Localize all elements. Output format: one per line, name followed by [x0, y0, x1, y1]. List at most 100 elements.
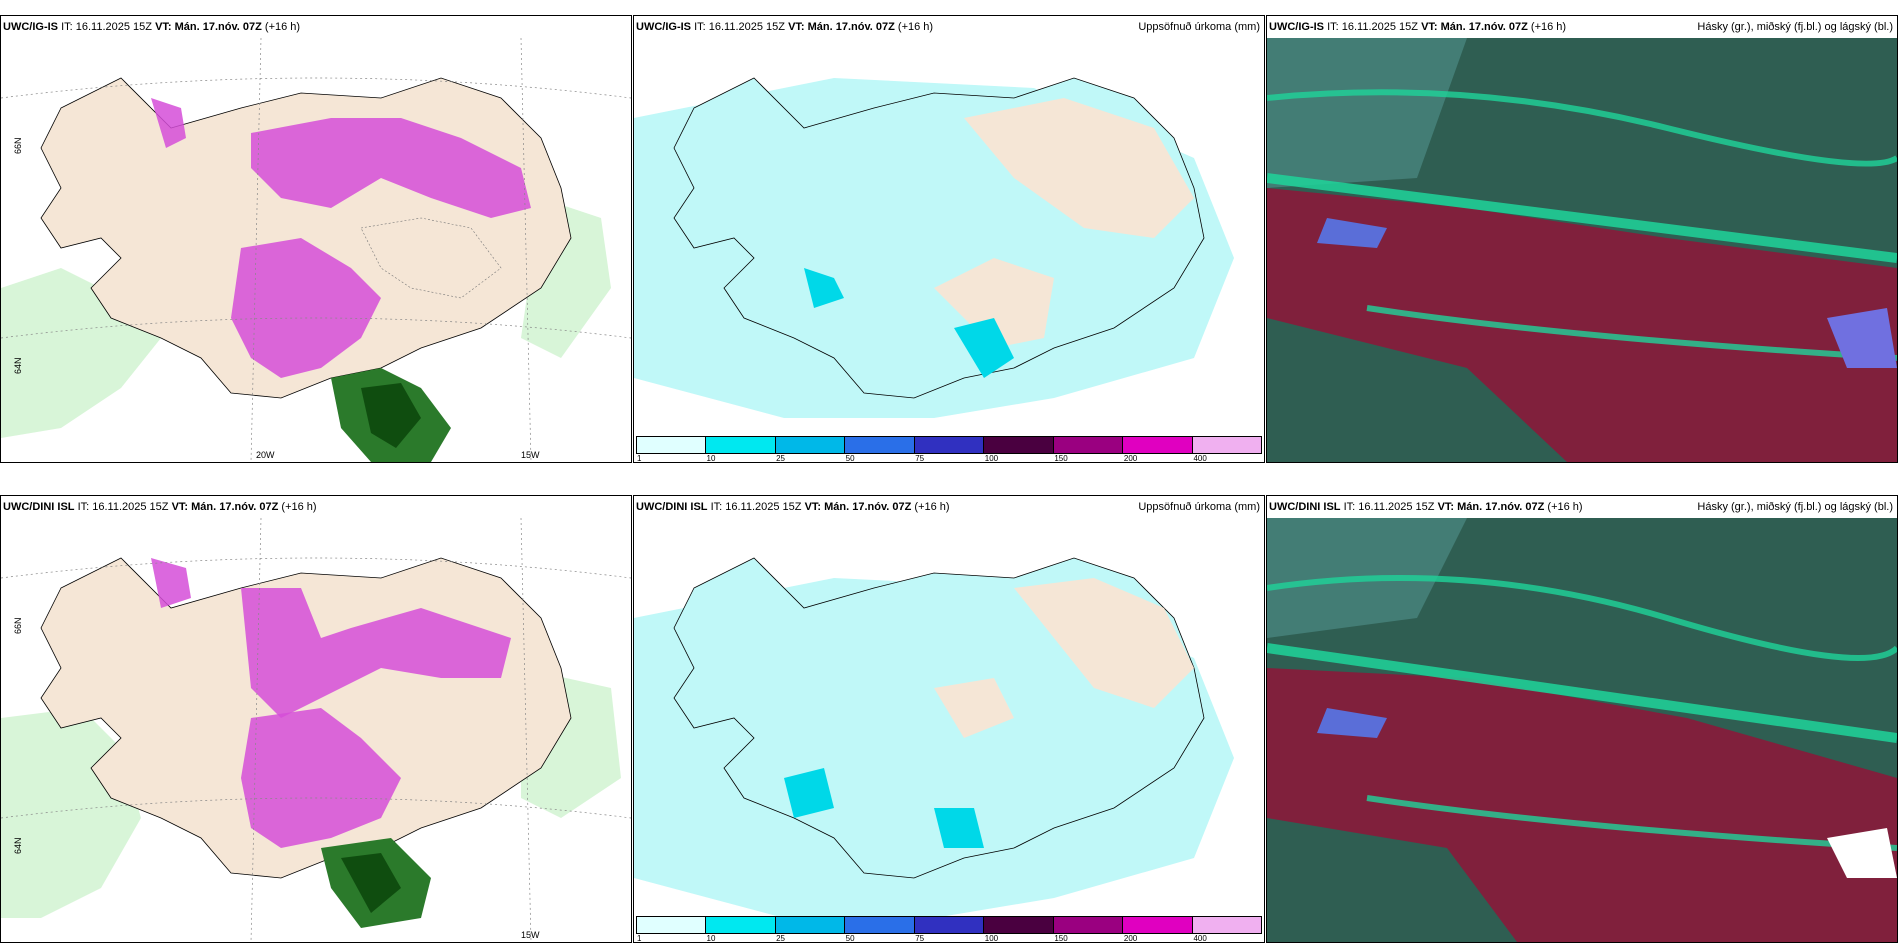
vt-value: Mán. 17.nóv. 07Z	[807, 21, 895, 33]
panel-precip-top: UWC/IG-IS IT: 16.11.2025 15Z VT: Mán. 17…	[633, 15, 1265, 463]
colorbar-tick-label: 10	[706, 934, 716, 943]
precip-colorbar	[636, 436, 1262, 454]
model-name: UWC/IG-IS	[3, 21, 58, 33]
panel-header: UWC/DINI ISL IT: 16.11.2025 15Z VT: Mán.…	[1267, 496, 1897, 518]
vt-value: Mán. 17.nóv. 07Z	[174, 21, 262, 33]
it-value: 16.11.2025 15Z	[75, 21, 152, 33]
model-name: UWC/IG-IS	[636, 21, 691, 33]
colorbar-labels: 1 10 25 50 75 100 150 200 400	[636, 934, 1262, 943]
colorbar-tick-label: 50	[845, 454, 855, 463]
panel-header: UWC/IG-IS IT: 16.11.2025 15Z VT: Mán. 17…	[1, 16, 631, 38]
cloud-map	[1267, 518, 1897, 942]
precip-colorbar	[636, 916, 1262, 934]
panel-header: UWC/IG-IS IT: 16.11.2025 15Z VT: Mán. 17…	[634, 16, 1264, 38]
lon-label-15: 15W	[521, 930, 540, 940]
colorbar-segment	[1192, 917, 1261, 933]
vt-label: VT:	[1437, 501, 1455, 513]
panel-wind-top: UWC/IG-IS IT: 16.11.2025 15Z VT: Mán. 17…	[0, 15, 632, 463]
cloud-map	[1267, 38, 1897, 462]
it-label: IT:	[1327, 21, 1339, 33]
model-name: UWC/DINI ISL	[3, 501, 75, 513]
colorbar-tick-label: 150	[1054, 454, 1068, 463]
lead-time: (+16 h)	[264, 21, 301, 33]
cloud-title: Hásky (gr.), miðský (fj.bl.) og lágský (…	[1697, 501, 1893, 513]
colorbar-tick-label: 200	[1123, 934, 1138, 943]
colorbar-segment	[984, 437, 1054, 453]
lat-label-64: 64N	[13, 357, 23, 374]
vt-label: VT:	[155, 21, 172, 33]
precip-map	[634, 518, 1264, 942]
it-value: 16.11.2025 15Z	[92, 501, 169, 513]
colorbar-segment	[845, 917, 915, 933]
wind-map: 66N 64N 15W	[1, 518, 631, 942]
model-name: UWC/IG-IS	[1269, 21, 1324, 33]
vt-value: Mán. 17.nóv. 07Z	[1457, 501, 1545, 513]
colorbar-tick-label: 25	[776, 454, 786, 463]
model-name: UWC/DINI ISL	[636, 501, 708, 513]
colorbar-segment	[914, 437, 985, 453]
lead-time: (+16 h)	[914, 501, 950, 513]
vt-label: VT:	[804, 501, 822, 513]
vt-label: VT:	[1421, 21, 1438, 33]
colorbar-segment	[775, 437, 846, 453]
precip-map	[634, 38, 1264, 462]
panel-cloud-bottom: UWC/DINI ISL IT: 16.11.2025 15Z VT: Mán.…	[1266, 495, 1898, 943]
vt-label: VT:	[171, 501, 189, 513]
it-label: IT:	[694, 21, 706, 33]
colorbar-segment	[914, 917, 985, 933]
panel-precip-bottom: UWC/DINI ISL IT: 16.11.2025 15Z VT: Mán.…	[633, 495, 1265, 943]
precip-title: Uppsöfnuð úrkoma (mm)	[1138, 21, 1260, 33]
colorbar-segment	[845, 437, 915, 453]
colorbar-segment	[1123, 437, 1193, 453]
vt-value: Mán. 17.nóv. 07Z	[1440, 21, 1528, 33]
colorbar-tick-label: 100	[984, 934, 999, 943]
colorbar-tick-label: 400	[1193, 934, 1207, 943]
lead-time: (+16 h)	[897, 21, 934, 33]
panel-cloud-top: UWC/IG-IS IT: 16.11.2025 15Z VT: Mán. 17…	[1266, 15, 1898, 463]
cloud-title: Hásky (gr.), miðský (fj.bl.) og lágský (…	[1697, 21, 1893, 33]
colorbar-segment	[637, 917, 707, 933]
colorbar-tick-label: 150	[1054, 934, 1068, 943]
it-value: 16.11.2025 15Z	[1358, 501, 1435, 513]
colorbar-segment	[1053, 917, 1124, 933]
panel-wind-bottom: UWC/DINI ISL IT: 16.11.2025 15Z VT: Mán.…	[0, 495, 632, 943]
colorbar-segment	[775, 917, 846, 933]
colorbar-tick-label: 75	[915, 934, 925, 943]
colorbar-tick-label: 25	[776, 934, 786, 943]
lon-label-20: 20W	[256, 450, 275, 460]
lat-label-64: 64N	[13, 837, 23, 854]
colorbar-tick-label: 50	[845, 934, 855, 943]
panel-header: UWC/DINI ISL IT: 16.11.2025 15Z VT: Mán.…	[1, 496, 631, 518]
colorbar-segment	[1123, 917, 1193, 933]
it-label: IT:	[710, 501, 723, 513]
it-value: 16.11.2025 15Z	[1341, 21, 1418, 33]
colorbar-segment	[984, 917, 1054, 933]
vt-value: Mán. 17.nóv. 07Z	[191, 501, 279, 513]
colorbar-segment	[706, 437, 776, 453]
colorbar-tick-label: 400	[1193, 454, 1207, 463]
it-label: IT:	[61, 21, 73, 33]
wind-map: 66N 64N 20W 15W	[1, 38, 631, 462]
vt-value: Mán. 17.nóv. 07Z	[824, 501, 912, 513]
colorbar-tick-label: 100	[984, 454, 999, 463]
colorbar-segment	[1192, 437, 1261, 453]
colorbar-tick-label: 1	[637, 934, 642, 943]
lat-label-66: 66N	[13, 617, 23, 634]
panel-header: UWC/IG-IS IT: 16.11.2025 15Z VT: Mán. 17…	[1267, 16, 1897, 38]
it-value: 16.11.2025 15Z	[725, 501, 802, 513]
colorbar-tick-label: 10	[706, 454, 716, 463]
colorbar-segment	[1053, 437, 1124, 453]
vt-label: VT:	[788, 21, 805, 33]
model-name: UWC/DINI ISL	[1269, 501, 1341, 513]
colorbar-tick-label: 200	[1123, 454, 1138, 463]
lead-time: (+16 h)	[281, 501, 317, 513]
it-value: 16.11.2025 15Z	[708, 21, 785, 33]
colorbar-segment	[706, 917, 776, 933]
colorbar-tick-label: 1	[637, 454, 642, 463]
precip-title: Uppsöfnuð úrkoma (mm)	[1138, 501, 1260, 513]
it-label: IT:	[77, 501, 90, 513]
colorbar-segment	[637, 437, 707, 453]
lead-time: (+16 h)	[1547, 501, 1583, 513]
colorbar-labels: 1 10 25 50 75 100 150 200 400	[636, 454, 1262, 463]
lat-label-66: 66N	[13, 137, 23, 154]
